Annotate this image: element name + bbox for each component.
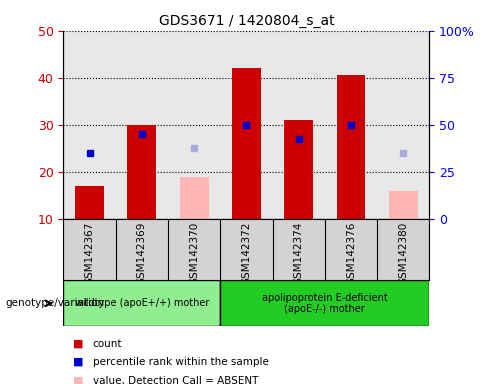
- Text: count: count: [93, 339, 122, 349]
- Text: GSM142372: GSM142372: [242, 222, 251, 285]
- Bar: [273, 31, 325, 219]
- Bar: [337, 75, 366, 219]
- Text: value, Detection Call = ABSENT: value, Detection Call = ABSENT: [93, 376, 258, 384]
- Bar: [180, 177, 208, 219]
- Bar: [220, 31, 273, 219]
- Title: GDS3671 / 1420804_s_at: GDS3671 / 1420804_s_at: [159, 14, 334, 28]
- Text: GSM142380: GSM142380: [398, 222, 408, 285]
- Text: wildtype (apoE+/+) mother: wildtype (apoE+/+) mother: [75, 298, 209, 308]
- Bar: [116, 31, 168, 219]
- Text: genotype/variation: genotype/variation: [5, 298, 104, 308]
- Text: ■: ■: [73, 376, 84, 384]
- Bar: [127, 125, 156, 219]
- Text: GSM142369: GSM142369: [137, 222, 147, 285]
- Bar: [220, 280, 429, 326]
- Bar: [389, 191, 418, 219]
- Text: apolipoprotein E-deficient
(apoE-/-) mother: apolipoprotein E-deficient (apoE-/-) mot…: [262, 293, 388, 314]
- Text: ■: ■: [73, 339, 84, 349]
- Text: GSM142367: GSM142367: [84, 222, 95, 285]
- Text: percentile rank within the sample: percentile rank within the sample: [93, 357, 268, 367]
- Text: ■: ■: [73, 357, 84, 367]
- Bar: [232, 68, 261, 219]
- Bar: [63, 31, 116, 219]
- Bar: [377, 31, 429, 219]
- Bar: [63, 280, 220, 326]
- Bar: [168, 31, 220, 219]
- Bar: [325, 31, 377, 219]
- Bar: [75, 186, 104, 219]
- Text: GSM142374: GSM142374: [294, 222, 304, 285]
- Text: GSM142370: GSM142370: [189, 222, 199, 285]
- Text: GSM142376: GSM142376: [346, 222, 356, 285]
- Bar: [285, 120, 313, 219]
